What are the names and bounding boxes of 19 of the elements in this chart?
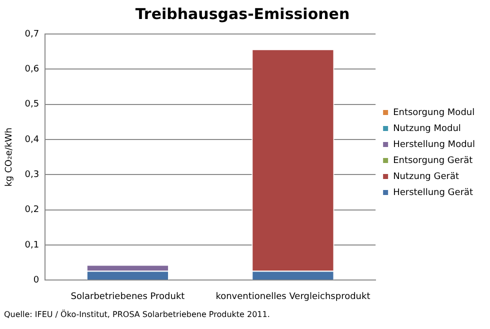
y-axis-title: kg CO₂e/kWh — [4, 128, 15, 187]
legend-label: Nutzung Gerät — [393, 172, 460, 182]
y-tick-label: 0,1 — [24, 240, 40, 250]
y-tick-label: 0,7 — [24, 29, 40, 40]
y-tick-label: 0,6 — [24, 64, 40, 75]
legend-label: Entsorgung Modul — [393, 108, 475, 118]
x-tick-label: konventionelles Vergleichsprodukt — [216, 292, 371, 302]
legend-label: Nutzung Modul — [393, 124, 461, 134]
y-tick-label: 0 — [33, 276, 40, 286]
legend-label: Entsorgung Gerät — [393, 156, 474, 166]
y-tick-label: 0,5 — [24, 100, 40, 110]
legend-label: Herstellung Modul — [393, 140, 476, 150]
legend-label: Herstellung Gerät — [393, 188, 474, 198]
x-tick-label: Solarbetriebenes Produkt — [70, 292, 186, 302]
source-note: Quelle: IFEU / Öko-Institut, PROSA Solarbetriebene Produkte 2011. — [4, 310, 270, 319]
y-tick-label: 0,3 — [24, 170, 40, 180]
y-tick-label: 0,2 — [24, 205, 40, 216]
y-tick-label: 0,4 — [24, 134, 40, 145]
chart-title: Treibhausgas-Emissionen — [135, 4, 350, 23]
